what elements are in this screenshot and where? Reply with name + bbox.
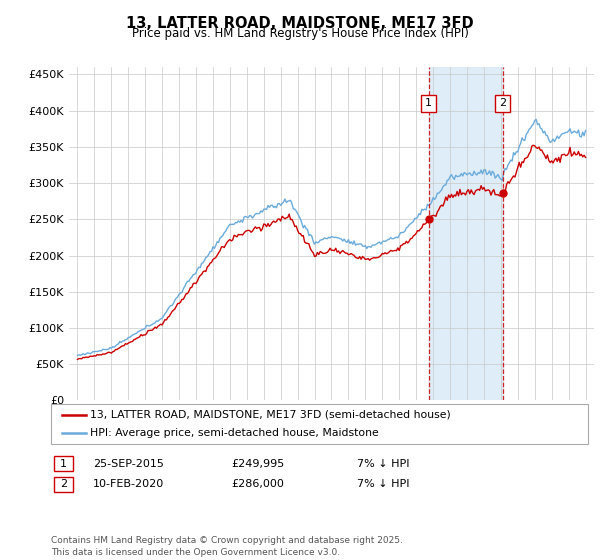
Text: Contains HM Land Registry data © Crown copyright and database right 2025.
This d: Contains HM Land Registry data © Crown c… [51, 536, 403, 557]
Text: £286,000: £286,000 [231, 479, 284, 489]
Text: 2: 2 [499, 99, 506, 109]
Text: 1: 1 [60, 459, 67, 469]
Text: Price paid vs. HM Land Registry's House Price Index (HPI): Price paid vs. HM Land Registry's House … [131, 27, 469, 40]
Text: 7% ↓ HPI: 7% ↓ HPI [357, 479, 409, 489]
Text: 25-SEP-2015: 25-SEP-2015 [93, 459, 164, 469]
Text: HPI: Average price, semi-detached house, Maidstone: HPI: Average price, semi-detached house,… [90, 428, 379, 438]
Text: 13, LATTER ROAD, MAIDSTONE, ME17 3FD: 13, LATTER ROAD, MAIDSTONE, ME17 3FD [126, 16, 474, 31]
Text: 1: 1 [425, 99, 432, 109]
Text: 7% ↓ HPI: 7% ↓ HPI [357, 459, 409, 469]
Text: 13, LATTER ROAD, MAIDSTONE, ME17 3FD (semi-detached house): 13, LATTER ROAD, MAIDSTONE, ME17 3FD (se… [90, 410, 451, 420]
Text: 2: 2 [60, 479, 67, 489]
Text: 10-FEB-2020: 10-FEB-2020 [93, 479, 164, 489]
Bar [428, 67, 503, 400]
Text: £249,995: £249,995 [231, 459, 284, 469]
